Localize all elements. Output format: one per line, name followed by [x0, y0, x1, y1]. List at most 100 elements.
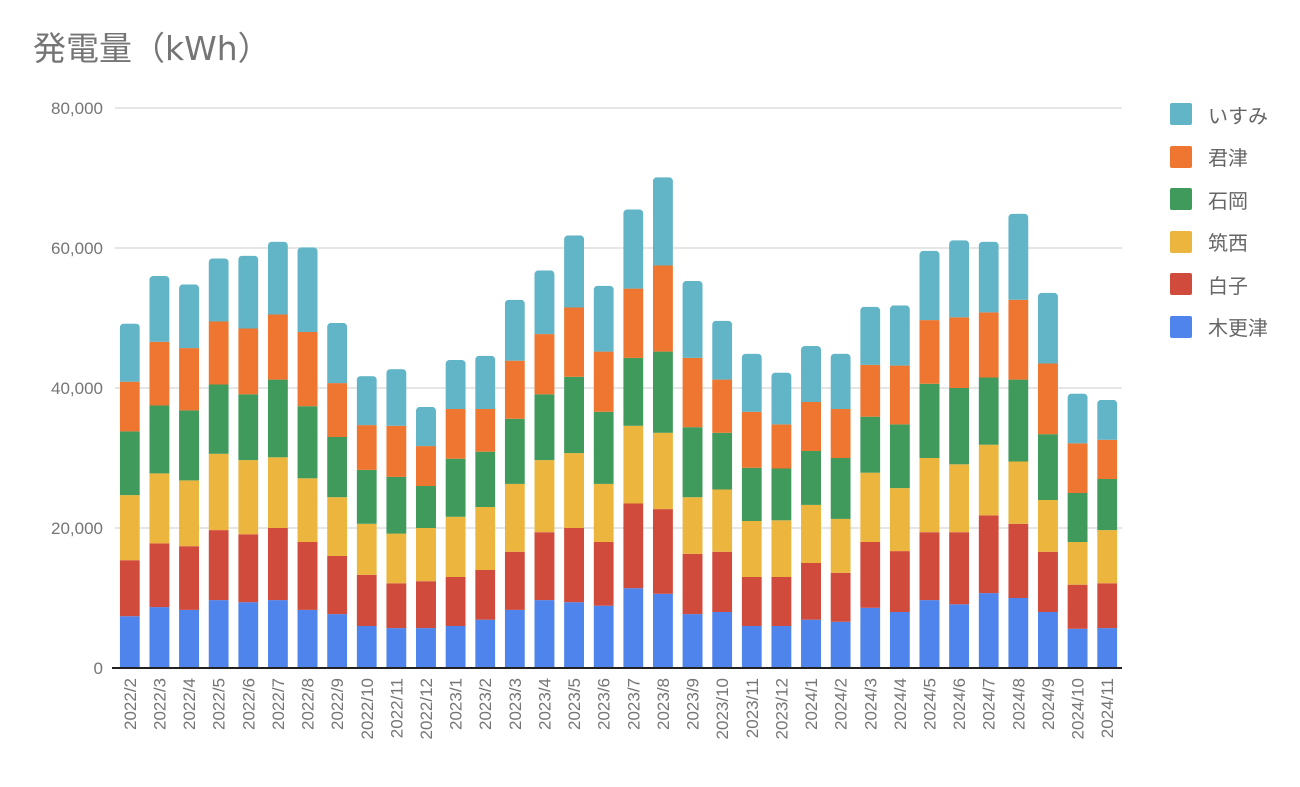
x-tick-label: 2024/6: [950, 678, 969, 730]
bar-segment: [949, 317, 970, 388]
x-tick-label: 2023/6: [595, 678, 614, 730]
bar-segment: [1097, 399, 1118, 440]
bar-segment: [267, 457, 288, 528]
legend-swatch: [1170, 103, 1192, 126]
bar-segment: [149, 607, 170, 668]
bar-segment: [949, 240, 970, 318]
x-tick-label: 2024/7: [980, 678, 999, 730]
bar-segment: [445, 626, 466, 668]
bar-segment: [741, 521, 762, 577]
bar-segment: [978, 312, 999, 378]
bar-segment: [801, 504, 822, 563]
bar-segment: [1097, 628, 1118, 668]
legend-label: 木更津: [1208, 316, 1268, 341]
bar-segment: [593, 351, 614, 412]
chart-title: 発電量（kWh）: [33, 29, 271, 68]
bar-segment: [652, 351, 673, 433]
bar-segment: [504, 483, 525, 552]
legend-item: 筑西: [1170, 221, 1268, 264]
x-tick-label: 2024/10: [1069, 678, 1088, 739]
bar-stack: [1097, 399, 1118, 668]
legend-item: いすみ: [1170, 93, 1268, 136]
bar-segment: [889, 551, 910, 612]
bar-stack: [652, 177, 673, 668]
bar-segment: [830, 518, 851, 573]
bar-stack: [475, 355, 496, 668]
bar-stack: [297, 247, 318, 668]
bar-stack: [445, 360, 466, 668]
x-tick-label: 2023/10: [713, 678, 732, 739]
gridlines: [115, 107, 1122, 529]
bar-segment: [771, 372, 792, 425]
bar-segment: [327, 614, 348, 668]
bar-segment: [593, 542, 614, 606]
bar-segment: [119, 616, 140, 668]
bar-segment: [593, 483, 614, 542]
bar-segment: [267, 241, 288, 315]
bar-stack: [801, 346, 822, 668]
x-tick-label: 2022/2: [121, 678, 140, 730]
bar-segment: [741, 353, 762, 412]
bar-segment: [712, 432, 733, 490]
bar-segment: [475, 507, 496, 570]
bar-segment: [386, 533, 407, 584]
y-tick-label: 20,000: [51, 519, 103, 538]
legend-item: 石岡: [1170, 178, 1268, 221]
bar-segment: [504, 609, 525, 668]
bar-segment: [949, 604, 970, 668]
bar-segment: [119, 560, 140, 617]
bar-segment: [564, 307, 585, 377]
bar-segment: [415, 628, 436, 668]
bar-segment: [1067, 443, 1088, 493]
bar-segment: [386, 583, 407, 629]
bar-segment: [445, 458, 466, 517]
x-tick-label: 2022/12: [417, 678, 436, 739]
bar-segment: [652, 509, 673, 594]
bar-segment: [771, 424, 792, 469]
bar-segment: [534, 460, 555, 533]
x-tick-label: 2024/3: [861, 678, 880, 730]
bar-segment: [889, 305, 910, 366]
bar-segment: [860, 416, 881, 473]
bar-segment: [801, 346, 822, 402]
bar-segment: [534, 334, 555, 395]
bar-segment: [593, 411, 614, 484]
bar-segment: [119, 323, 140, 382]
bar-segment: [149, 405, 170, 474]
legend-label: 君津: [1208, 146, 1248, 171]
bar-segment: [741, 577, 762, 626]
x-tick-label: 2023/8: [654, 678, 673, 730]
y-tick-label: 80,000: [51, 99, 103, 118]
bar-segment: [386, 369, 407, 426]
legend-swatch: [1170, 230, 1192, 253]
bar-segment: [801, 451, 822, 505]
x-tick-label: 2022/3: [150, 678, 169, 730]
bar-stack: [860, 306, 881, 668]
bar-segment: [356, 469, 377, 524]
bar-segment: [208, 600, 229, 668]
bar-segment: [564, 528, 585, 603]
bar-segment: [356, 523, 377, 575]
bar-segment: [208, 530, 229, 601]
bar-stack: [1037, 292, 1058, 668]
legend-label: 石岡: [1208, 188, 1248, 213]
bar-segment: [179, 609, 200, 668]
bar-segment: [179, 284, 200, 349]
bar-stack: [1008, 213, 1029, 668]
bar-stack: [623, 209, 644, 668]
bar-segment: [771, 468, 792, 521]
bar-stack: [830, 353, 851, 668]
bar-stack: [386, 369, 407, 668]
bar-segment: [919, 458, 940, 533]
legend-item: 木更津: [1170, 306, 1268, 349]
bar-segment: [652, 177, 673, 266]
bar-segment: [741, 626, 762, 668]
bar-segment: [741, 411, 762, 468]
x-tick-label: 2023/3: [506, 678, 525, 730]
bar-segment: [682, 614, 703, 668]
bar-stack: [593, 285, 614, 668]
bar-segment: [682, 497, 703, 554]
bar-segment: [356, 376, 377, 426]
bar-segment: [860, 306, 881, 365]
